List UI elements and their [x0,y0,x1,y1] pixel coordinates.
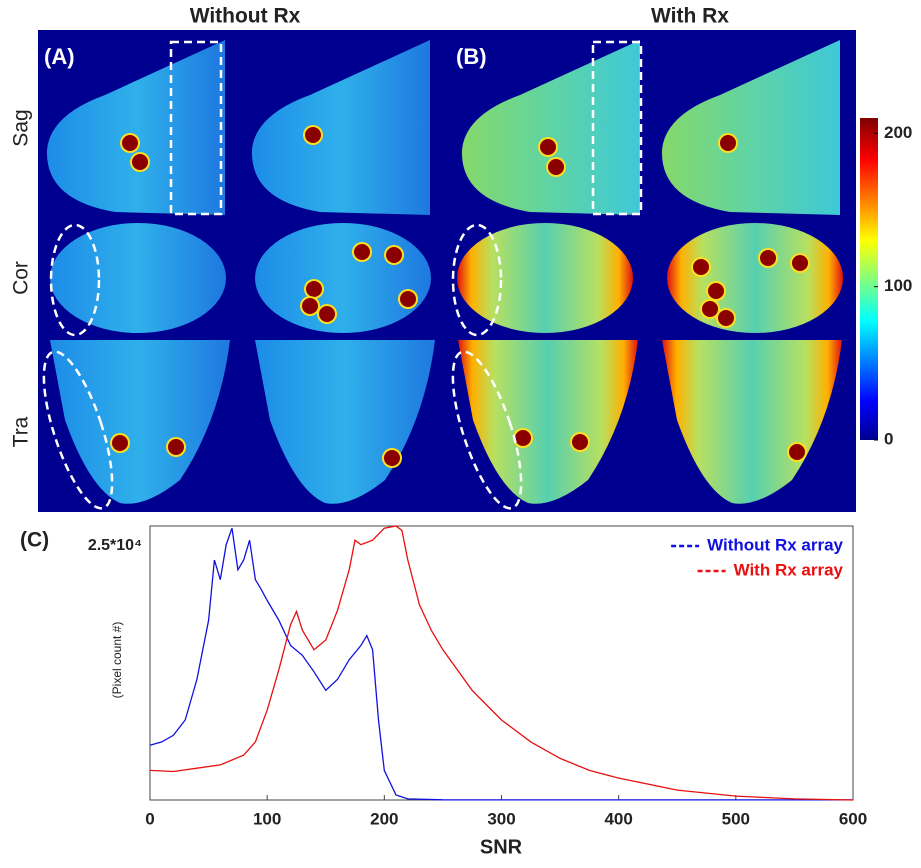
panel-label: (A) [44,44,75,69]
x-tick-label: 400 [604,809,632,828]
data-line [149,527,853,801]
legend-label: With Rx array [734,560,844,579]
chart-title: (C) [20,529,49,552]
column-title: With Rx [651,5,729,28]
image-panel [38,30,878,512]
x-tick-label: 600 [839,809,867,828]
colorbar-tick-label: 200 [884,123,912,142]
colorbar-tick-label: 0 [884,429,893,448]
colorbar-tick-label: 100 [884,276,912,295]
legend-label: Without Rx array [707,535,843,554]
row-label: Cor [10,261,33,295]
x-tick-label: 200 [370,809,398,828]
data-line [149,525,854,801]
column-title: Without Rx [190,5,301,28]
y-tick-label: 2.5*10⁴ [88,537,142,554]
x-axis-label: SNR [480,836,523,858]
colorbar [860,118,878,440]
panel-label: (B) [456,44,487,69]
row-label: Sag [10,109,33,146]
x-tick-label: 500 [722,809,750,828]
x-tick-label: 0 [145,809,154,828]
x-tick-label: 300 [487,809,515,828]
y-axis-label: (Pixel count #) [110,622,124,699]
row-label: Tra [10,416,33,447]
x-tick-label: 100 [253,809,281,828]
